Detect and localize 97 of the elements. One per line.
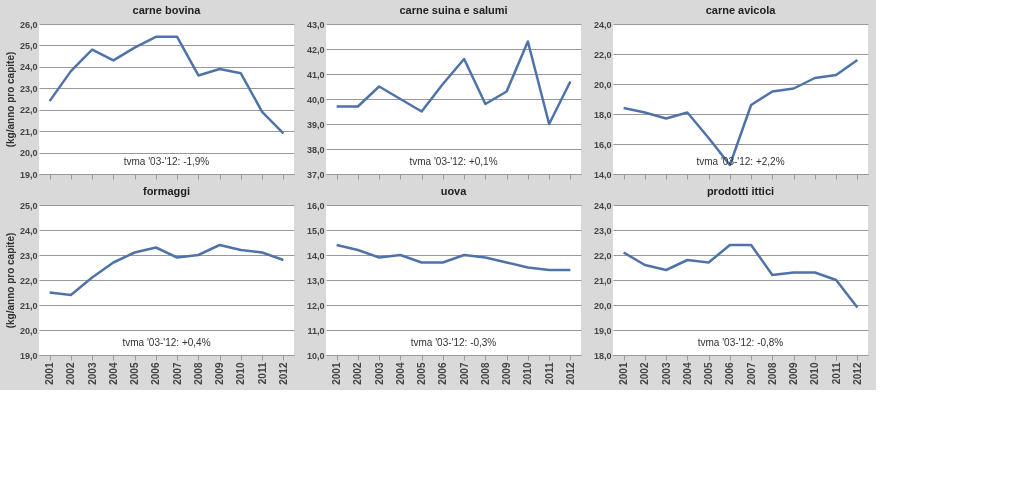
chart-title: uova [440,185,468,197]
y-tick-label: 22,0 [593,49,612,60]
y-tick-label: 20,0 [19,325,38,336]
x-tick-label: 2009 [214,362,226,385]
x-tick-label: 2006 [150,362,162,385]
line-series [335,243,572,272]
y-tick-label: 23,0 [19,83,38,94]
y-axis-title: (kg/anno pro capite) [4,232,16,329]
x-tick-label: 2012 [564,362,576,385]
x-tick-label: 2007 [171,362,183,385]
x-tick-label: 2006 [437,362,449,385]
x-tick-label: 2009 [788,362,800,385]
x-tick-label: 2004 [681,362,693,385]
y-tick-label: 22,0 [19,105,38,116]
y-tick-label: 23,0 [19,250,38,261]
y-tick-label: 22,0 [19,275,38,286]
x-tick-label: 2003 [373,362,385,385]
x-tick-label: 2009 [501,362,513,385]
annotation: tvma '03-'12: +0,1% [409,156,498,167]
y-tick-label: 38,0 [306,144,325,155]
y-tick-label: 11,0 [307,325,325,336]
x-tick-label: 2012 [277,362,289,385]
y-tick-label: 12,0 [306,300,325,311]
x-tick-label: 2005 [416,362,428,385]
chart-title: carne suina e salumi [399,4,508,16]
x-tick-label: 2002 [65,362,77,385]
x-tick-label: 2003 [660,362,672,385]
annotation: tvma '03-'12: -0,8% [697,337,784,348]
x-tick-label: 2005 [703,362,715,385]
line-series [622,243,859,309]
x-tick-label: 2004 [107,362,119,385]
y-tick-label: 19,0 [593,325,612,336]
y-tick-label: 24,0 [19,225,38,236]
chart-title: carne bovina [132,4,202,16]
y-tick-label: 14,0 [306,250,325,261]
annotation: tvma '03-'12: +0,4% [122,337,211,348]
chart-title: prodotti ittici [706,185,775,197]
annotation: tvma '03-'12: -1,9% [123,156,210,167]
y-tick-label: 20,0 [19,148,38,159]
y-tick-label: 40,0 [306,94,325,105]
annotation: tvma '03-'12: -0,3% [410,337,497,348]
y-tick-label: 24,0 [19,62,38,73]
y-tick-label: 24,0 [593,19,612,30]
line-series [48,35,285,135]
y-tick-label: 18,0 [593,350,612,361]
y-tick-label: 19,0 [19,169,38,180]
y-tick-label: 14,0 [593,169,612,180]
x-tick-label: 2007 [458,362,470,385]
y-tick-label: 26,0 [19,19,38,30]
y-tick-label: 41,0 [306,69,325,80]
x-tick-label: 2008 [192,362,204,385]
x-tick-label: 2010 [235,362,247,385]
x-tick-label: 2004 [394,362,406,385]
y-tick-label: 21,0 [19,126,38,137]
line-series [622,58,859,167]
chart-title: formaggi [142,185,191,197]
y-tick-label: 18,0 [593,109,612,120]
y-tick-label: 25,0 [19,40,38,51]
y-tick-label: 37,0 [306,169,325,180]
x-tick-label: 2007 [745,362,757,385]
x-tick-label: 2003 [86,362,98,385]
y-tick-label: 13,0 [306,275,325,286]
x-tick-label: 2011 [256,362,268,385]
line-series [335,40,572,126]
chart-title: carne avicola [705,4,777,16]
y-tick-label: 21,0 [19,300,38,311]
x-tick-label: 2005 [129,362,141,385]
y-tick-label: 16,0 [306,200,325,211]
y-tick-label: 10,0 [306,350,325,361]
y-tick-label: 39,0 [306,119,325,130]
y-tick-label: 21,0 [593,275,612,286]
x-tick-label: 2008 [479,362,491,385]
x-tick-label: 2001 [618,362,630,385]
y-tick-label: 15,0 [306,225,325,236]
x-tick-label: 2001 [44,362,56,385]
y-tick-label: 25,0 [19,200,38,211]
x-tick-label: 2011 [830,362,842,385]
y-tick-label: 19,0 [19,350,38,361]
x-tick-label: 2001 [331,362,343,385]
y-tick-label: 24,0 [593,200,612,211]
y-tick-label: 22,0 [593,250,612,261]
x-tick-label: 2011 [543,362,555,385]
x-tick-label: 2012 [851,362,863,385]
x-tick-label: 2008 [766,362,778,385]
y-tick-label: 16,0 [593,139,612,150]
y-tick-label: 20,0 [593,79,612,90]
x-tick-label: 2010 [522,362,534,385]
y-tick-label: 43,0 [306,19,325,30]
y-tick-label: 23,0 [593,225,612,236]
line-series [48,243,285,297]
x-tick-label: 2002 [352,362,364,385]
y-tick-label: 20,0 [593,300,612,311]
x-tick-label: 2002 [639,362,651,385]
y-tick-label: 42,0 [306,44,325,55]
y-axis-title: (kg/anno pro capite) [4,51,16,148]
x-tick-label: 2010 [809,362,821,385]
x-tick-label: 2006 [724,362,736,385]
